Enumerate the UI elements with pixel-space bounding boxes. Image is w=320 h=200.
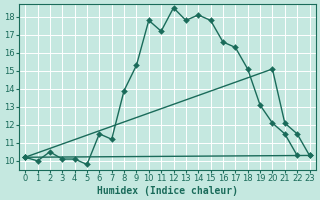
X-axis label: Humidex (Indice chaleur): Humidex (Indice chaleur) [97,186,238,196]
